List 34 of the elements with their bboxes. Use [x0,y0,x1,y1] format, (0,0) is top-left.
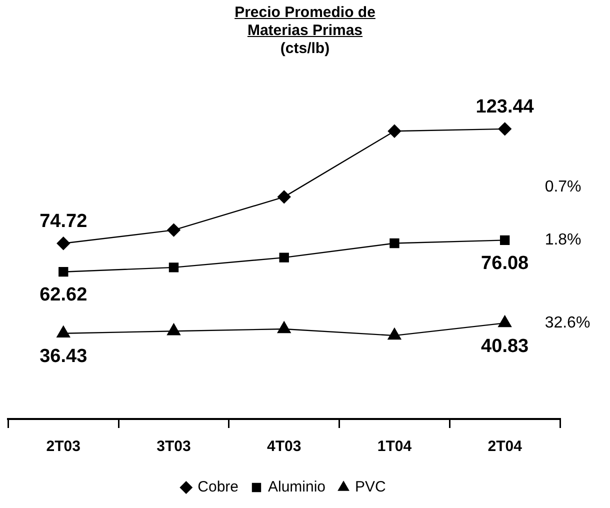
point [277,321,291,334]
point [56,326,70,338]
data-label: 36.43 [40,346,88,368]
x-tick-label: 2T03 [46,438,80,456]
x-tick-label: 4T03 [267,438,302,456]
chart-subtitle: (cts/lb) [279,40,331,58]
point [390,238,400,248]
data-label: 40.83 [481,336,529,357]
point [167,324,180,336]
point [279,252,289,262]
point [388,328,402,340]
data-label: 123.44 [476,96,534,118]
point [278,190,291,204]
point [56,236,70,250]
annotation: 32.6% [544,314,590,332]
point [498,315,512,328]
point [388,124,402,138]
x-tick-label: 3T03 [156,438,191,456]
legend-label: PVC [355,478,386,496]
legend-label: Aluminio [268,478,326,496]
point [58,267,68,277]
data-label: 76.08 [481,252,529,274]
x-tick-label: 1T04 [377,438,412,456]
x-tick-label: 2T04 [488,438,523,456]
annotation: 0.7% [544,178,582,196]
point [500,235,510,246]
chart-title: Precio Promedio de Materias Primas [234,4,376,40]
point [498,122,512,136]
legend-label: Cobre [198,478,238,496]
annotation: 1.8% [544,232,582,249]
point [167,223,180,237]
data-label: 62.62 [40,284,88,306]
point [168,262,179,272]
data-label: 74.72 [40,211,88,232]
